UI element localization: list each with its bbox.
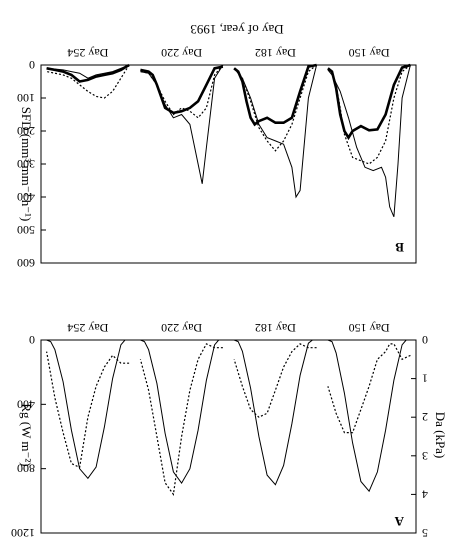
y-tick-label: 600 (17, 256, 35, 270)
y-tick-label: 200 (17, 124, 35, 138)
y-tick-label: 400 (17, 190, 35, 204)
series-line-dotted-day-4 (46, 64, 130, 99)
y-tick-label: 100 (17, 91, 35, 105)
panel-a-frame (40, 339, 417, 534)
day-label: Day 150 (349, 321, 390, 335)
series-line-da-day-1 (327, 343, 411, 434)
series-line-solid-thin-day-4 (46, 64, 130, 79)
day-label: Day 254 (67, 46, 108, 60)
panel-b: 0 100 200 300 400 500 600 Day 150 Day 182 Day 22… (17, 46, 417, 270)
panel-a-day-labels: Day 150 Day 182 Day 220 Day 254 (67, 321, 389, 335)
panel-b-day-labels: Day 150 Day 182 Day 220 Day 254 (67, 46, 389, 60)
panel-a-label: A (394, 514, 404, 529)
y2-tick-label: 5 (422, 526, 428, 540)
panel-a-series (46, 339, 411, 496)
day-label: Day 182 (255, 321, 296, 335)
series-line-rg-day-3 (140, 339, 223, 485)
series-line-solid-thick-day-4 (46, 63, 130, 83)
series-line-da-day-4 (46, 351, 130, 469)
y-tick-label: 0 (29, 333, 35, 347)
series-line-solid-thin-day-3 (140, 64, 224, 184)
panel-b-series (46, 63, 411, 217)
y2-tick-label: 4 (422, 487, 428, 501)
y2-tick-label: 3 (422, 449, 428, 463)
panel-b-frame (40, 64, 417, 264)
y2-tick-label: 1 (422, 372, 428, 386)
series-line-rg-day-2 (233, 339, 317, 486)
day-label: Day 220 (161, 46, 202, 60)
y-tick-label: 800 (17, 462, 35, 476)
series-line-solid-thin-day-2 (233, 64, 318, 199)
series-line-solid-thin-day-1 (327, 64, 411, 217)
panel-a: 0 400 800 1200 0 1 2 3 4 5 Day 150 Day 182 Day 220… (11, 321, 448, 540)
panel-b-y-ticks: 0 100 200 300 400 500 600 (17, 58, 46, 270)
panel-a-y2-axis-label: Da (kPa) (433, 412, 448, 459)
day-label: Day 220 (161, 321, 202, 335)
series-line-solid-thick-day-3 (140, 65, 224, 115)
figure-title: Day of year, 1993 (190, 22, 283, 37)
y-tick-label: 1200 (11, 526, 35, 540)
day-label: Day 182 (255, 46, 296, 60)
y-tick-label: 400 (17, 397, 35, 411)
panel-a-y-axis-label: Rg (W m⁻²) (19, 403, 34, 466)
series-line-dotted-day-2 (233, 64, 317, 152)
series-line-dotted-day-3 (140, 64, 224, 119)
y-tick-label: 300 (17, 157, 35, 171)
panel-a-y-ticks: 0 400 800 1200 (11, 333, 46, 540)
day-label: Day 150 (349, 46, 390, 60)
series-line-da-day-3 (139, 343, 223, 496)
series-line-rg-day-1 (327, 339, 411, 493)
series-line-rg-day-4 (46, 339, 130, 480)
y2-tick-label: 2 (422, 410, 428, 424)
series-line-solid-thick-day-2 (233, 63, 317, 127)
panel-b-y-axis-label: SFD (mm³ mm⁻² h⁻¹) (19, 107, 34, 222)
series-line-solid-thick-day-1 (327, 63, 411, 141)
y-tick-label: 0 (29, 58, 35, 72)
y2-tick-label: 0 (422, 333, 428, 347)
series-line-da-day-2 (233, 343, 317, 418)
panel-b-label: B (395, 240, 404, 255)
day-label: Day 254 (67, 321, 108, 335)
y-tick-label: 500 (17, 223, 35, 237)
panel-a-y2-ticks: 0 1 2 3 4 5 (411, 333, 428, 540)
